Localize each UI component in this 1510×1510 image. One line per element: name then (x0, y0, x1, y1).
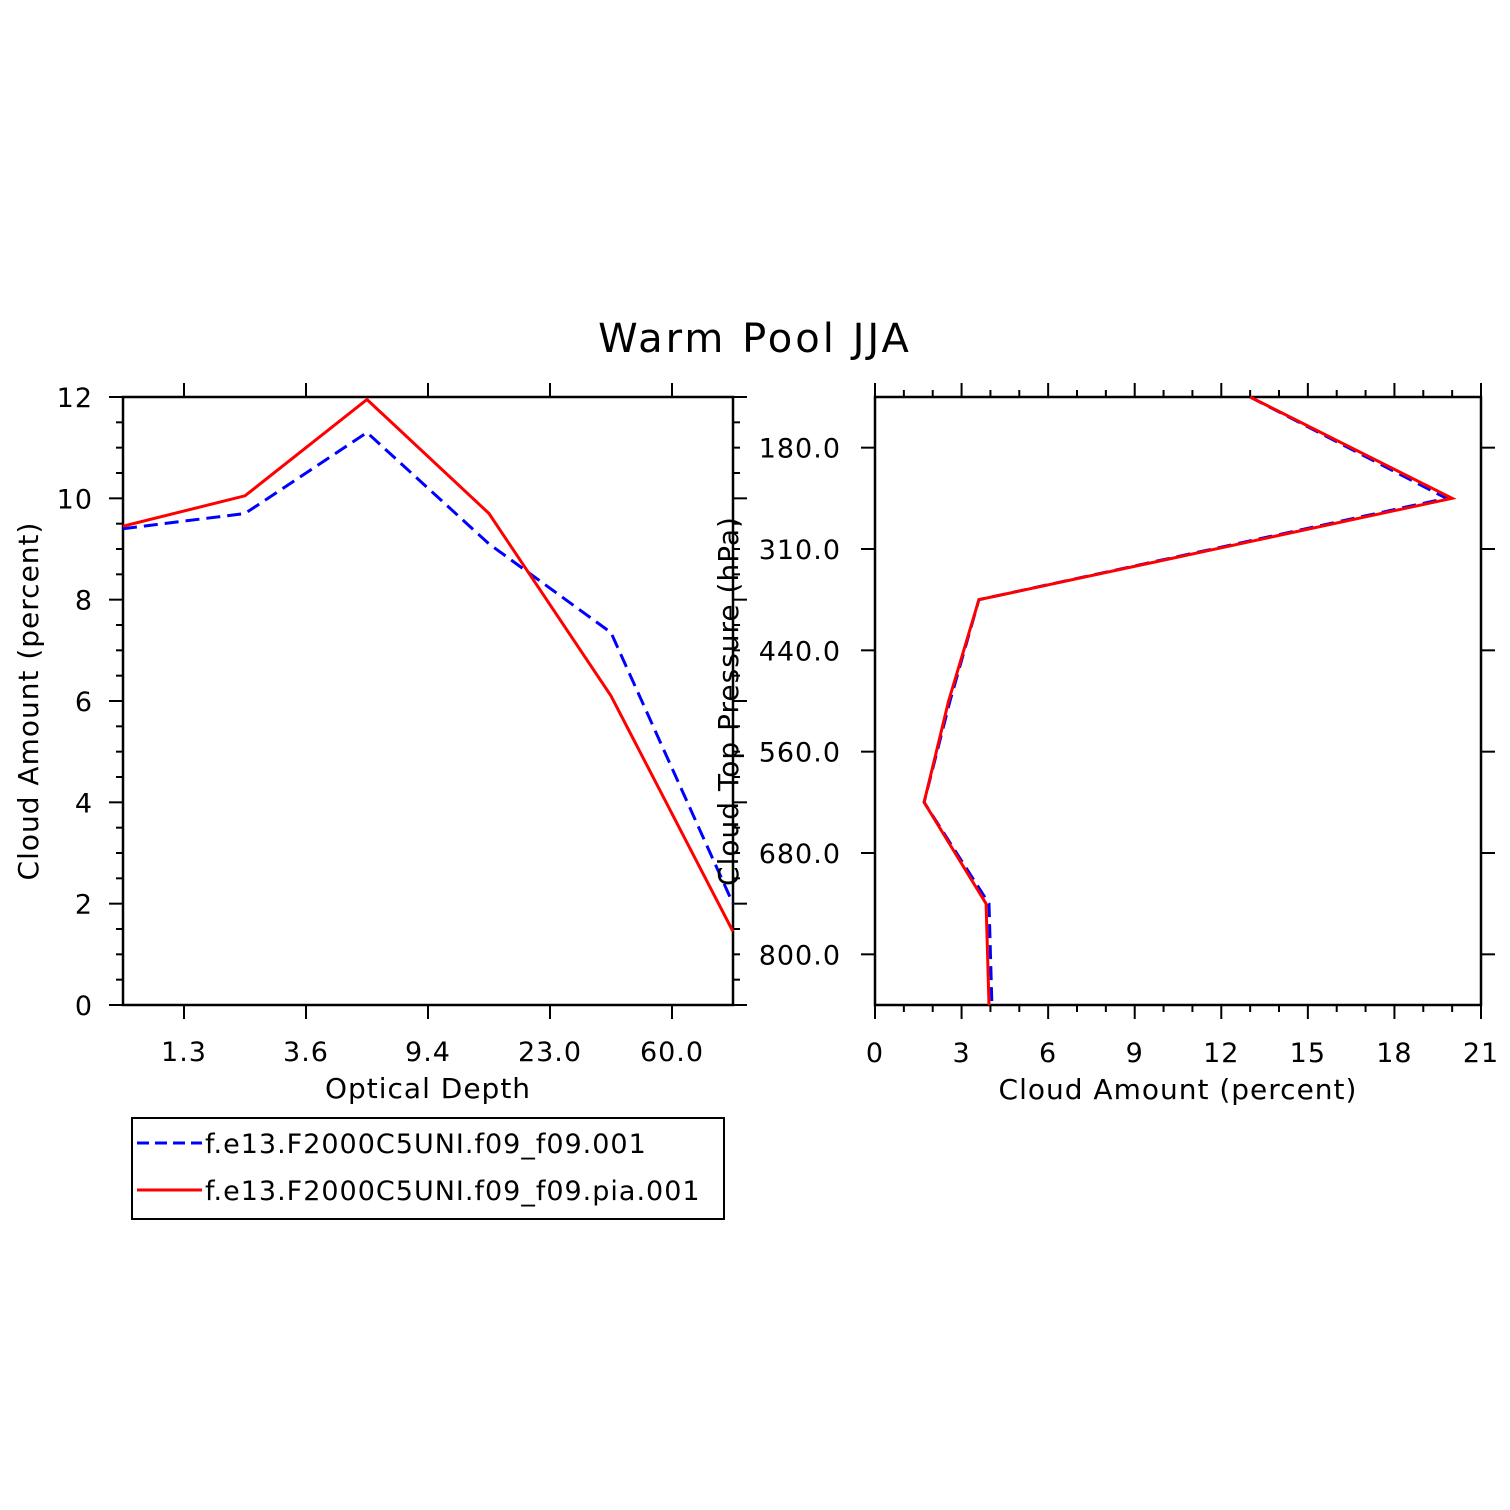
left-x-tick-label: 23.0 (518, 1037, 582, 1068)
left-tick-marks (109, 383, 747, 1019)
legend-box (131, 1117, 725, 1220)
right-x-tick-label: 6 (1039, 1038, 1057, 1069)
right-y-tick-label: 560.0 (759, 738, 841, 769)
right-plot-frame (873, 395, 1483, 1007)
left-x-tick-label: 9.4 (405, 1037, 451, 1068)
left-series-line-solid (122, 397, 735, 933)
right-series-line-solid (922, 395, 1457, 1006)
right-x-axis-label: Cloud Amount (percent) (999, 1073, 1358, 1106)
right-x-tick-label: 0 (866, 1038, 884, 1069)
left-y-tick-label: 2 (75, 890, 93, 921)
right-x-tick-label: 15 (1290, 1038, 1326, 1069)
right-y-tick-label: 310.0 (759, 535, 841, 566)
left-x-axis-label: Optical Depth (325, 1072, 531, 1105)
legend-label-0: f.e13.F2000C5UNI.f09_f09.001 (205, 1129, 647, 1160)
chart-title: Warm Pool JJA (598, 316, 912, 362)
right-series (922, 395, 1457, 1006)
left-x-tick-label: 3.6 (283, 1037, 329, 1068)
legend: f.e13.F2000C5UNI.f09_f09.001 f.e13.F2000… (131, 1117, 725, 1220)
right-tick-marks (861, 383, 1495, 1019)
left-series-line-dashed (122, 430, 735, 905)
left-y-tick-label: 10 (57, 484, 93, 515)
left-y-tick-label: 4 (75, 788, 93, 819)
right-x-tick-label: 21 (1463, 1038, 1499, 1069)
left-x-tick-label: 60.0 (640, 1037, 704, 1068)
right-tick-labels: 0 3 6 9 12 15 18 21 180.0 310.0 440.0 560.0 680.0 800… (759, 434, 1499, 1069)
left-y-tick-label: 6 (75, 687, 93, 718)
left-y-axis-label: Cloud Amount (percent) (12, 522, 45, 881)
right-panel: 0 3 6 9 12 15 18 21 180.0 310.0 440.0 560.0 680.0 800… (712, 383, 1499, 1106)
left-tick-labels: 0 2 4 6 8 10 12 1.3 3.6 9.4 23.0 60.0 (57, 383, 704, 1068)
legend-label-1: f.e13.F2000C5UNI.f09_f09.pia.001 (205, 1176, 701, 1207)
left-x-tick-label: 1.3 (161, 1037, 207, 1068)
right-x-tick-label: 9 (1126, 1038, 1144, 1069)
left-y-tick-label: 12 (57, 383, 93, 414)
left-series (122, 397, 735, 933)
right-y-tick-label: 680.0 (759, 839, 841, 870)
right-y-tick-label: 440.0 (759, 636, 841, 667)
left-y-tick-label: 8 (75, 586, 93, 617)
right-x-tick-label: 12 (1203, 1038, 1239, 1069)
right-x-tick-label: 18 (1376, 1038, 1412, 1069)
left-y-tick-label: 0 (75, 991, 93, 1022)
right-y-tick-label: 800.0 (759, 940, 841, 971)
right-y-tick-label: 180.0 (759, 434, 841, 465)
left-panel: 0 2 4 6 8 10 12 1.3 3.6 9.4 23.0 60.0 Optical Depth… (12, 383, 747, 1105)
right-y-axis-label: Cloud Top Pressure (hPa) (712, 516, 745, 886)
right-x-tick-label: 3 (952, 1038, 970, 1069)
